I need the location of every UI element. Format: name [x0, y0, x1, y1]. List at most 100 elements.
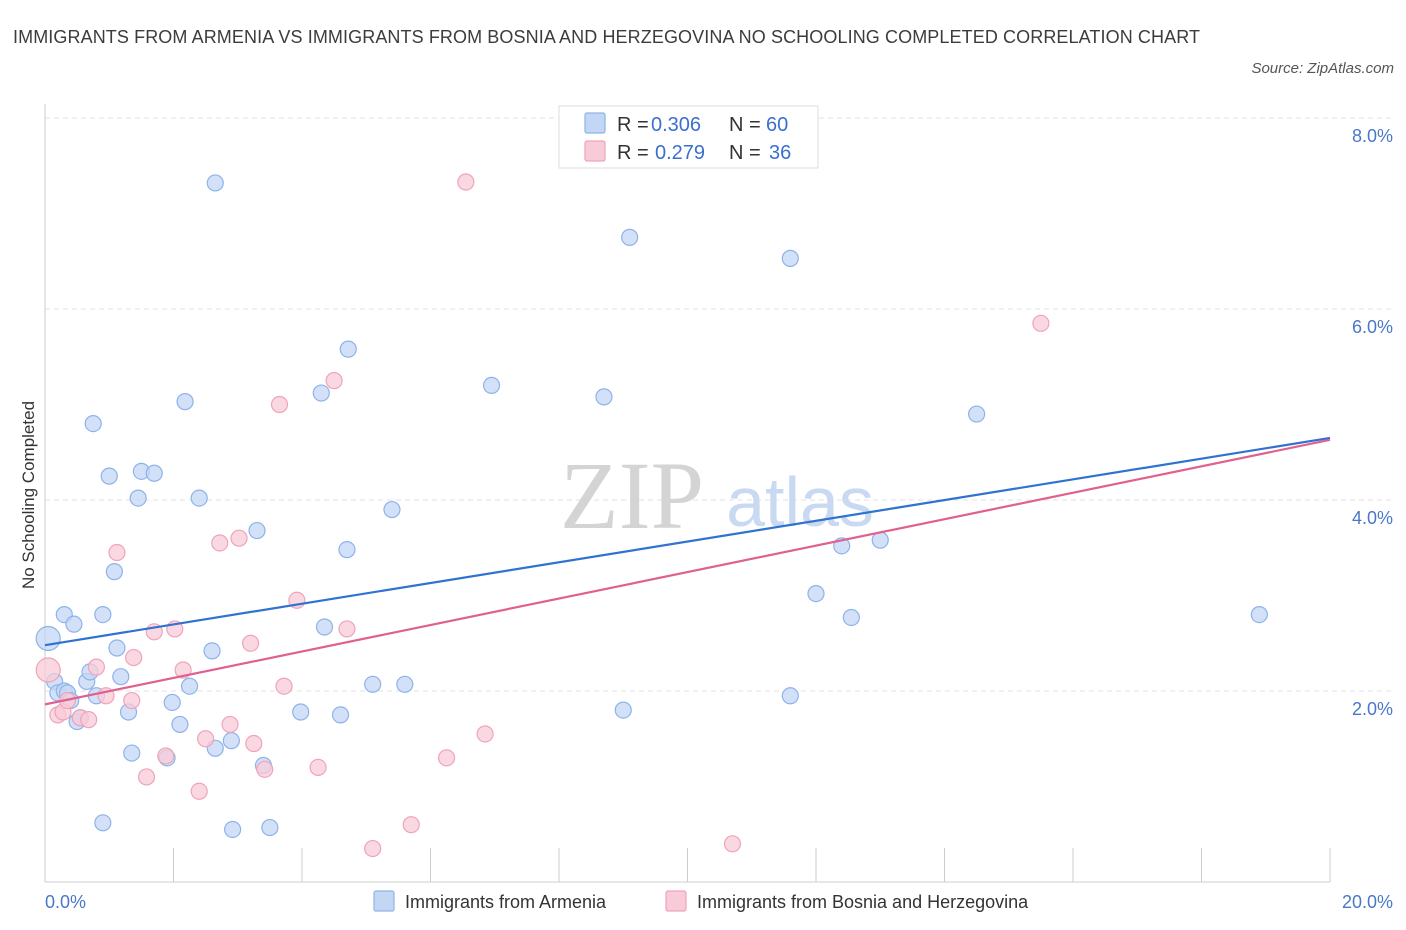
legend-n-label-bosnia: N = [729, 142, 761, 164]
y-tick-label: 6.0% [1352, 317, 1393, 337]
bosnia-point [123, 691, 141, 710]
armenia-point [338, 541, 356, 559]
legend-r-label-armenia: R = [617, 114, 649, 136]
bosnia-point [325, 372, 343, 390]
stats-legend: R = 0.306 N = 60 R = 0.279 N = 36 [558, 105, 819, 169]
legend-n-value-armenia: 60 [766, 114, 788, 136]
armenia-point [315, 618, 334, 636]
armenia-point [781, 687, 799, 705]
armenia-point [123, 744, 141, 762]
bosnia-point [245, 734, 263, 753]
bosnia-point [221, 715, 239, 734]
armenia-point [595, 388, 613, 406]
trend-lines [44, 436, 1331, 706]
armenia-point [203, 642, 221, 660]
armenia-point [292, 703, 310, 721]
bosnia-point [211, 534, 229, 552]
armenia-point [190, 489, 208, 507]
series-legend: Immigrants from Armenia Immigrants from … [373, 890, 1029, 912]
armenia-point [171, 715, 189, 734]
armenia-point [180, 677, 199, 695]
y-tick-label: 2.0% [1352, 699, 1393, 719]
armenia-point [108, 639, 126, 657]
bosnia-point [275, 677, 293, 695]
y-axis-label: No Schooling Completed [19, 401, 38, 589]
armenia-point [65, 615, 83, 633]
y-tick-label: 4.0% [1352, 508, 1393, 528]
legend-n-label-armenia: N = [729, 114, 761, 136]
armenia-point [94, 814, 112, 832]
bosnia-point [402, 816, 420, 834]
armenia-point [331, 706, 350, 724]
bosnia-point [364, 839, 382, 858]
armenia-point [312, 384, 330, 402]
series-legend-label-armenia: Immigrants from Armenia [405, 892, 607, 912]
bosnia-point [256, 760, 274, 778]
bosnia-point [476, 725, 494, 743]
watermark-zip: ZIP [560, 442, 704, 549]
armenia-point [364, 675, 382, 693]
x-tick-label-right: 20.0% [1342, 892, 1393, 912]
legend-swatch-armenia [584, 112, 606, 134]
source-label: Source: ZipAtlas.com [1251, 60, 1394, 77]
armenia-point [614, 701, 632, 719]
armenia-point [94, 605, 112, 624]
armenia-point [1250, 605, 1268, 624]
bosnia-point [723, 835, 742, 853]
armenia-point [206, 174, 224, 192]
bosnia-point [87, 658, 106, 676]
armenia-point [842, 608, 860, 627]
series-legend-swatch-bosnia [665, 890, 687, 912]
bosnia-point [197, 730, 215, 748]
armenia-point [145, 464, 163, 482]
armenia-point [84, 415, 102, 433]
series-bosnia-points [35, 173, 1050, 858]
armenia-point [35, 625, 61, 652]
armenia-point [222, 732, 240, 750]
bosnia-point [270, 395, 289, 414]
watermark-atlas: atlas [726, 463, 874, 541]
bosnia-point [309, 758, 327, 777]
armenia-point [383, 500, 401, 519]
axes [44, 104, 1331, 883]
y-tick-label: 8.0% [1352, 126, 1393, 146]
armenia-point [163, 693, 181, 712]
legend-r-value-bosnia: 0.279 [655, 142, 705, 164]
bosnia-point [242, 634, 260, 652]
y-tick-labels: 2.0% 4.0% 6.0% 8.0% [1352, 126, 1393, 719]
legend-r-label-bosnia: R = [617, 142, 649, 164]
bosnia-point [230, 529, 248, 547]
armenia-point [339, 340, 357, 358]
armenia-point [261, 818, 279, 837]
legend-r-value-armenia: 0.306 [651, 114, 701, 136]
bosnia-point [437, 749, 456, 767]
armenia-point [224, 820, 242, 839]
armenia-point [112, 668, 130, 686]
bosnia-point [338, 620, 356, 638]
x-tick-label-left: 0.0% [45, 892, 86, 912]
bosnia-trend-line [44, 438, 1331, 706]
legend-swatch-bosnia [584, 140, 606, 162]
armenia-point [176, 393, 194, 411]
bosnia-point [80, 711, 98, 729]
bosnia-point [125, 648, 143, 667]
armenia-point [129, 489, 147, 507]
armenia-point [781, 249, 799, 267]
series-legend-swatch-armenia [373, 890, 395, 912]
bosnia-point [137, 768, 156, 786]
bosnia-point [108, 543, 126, 562]
armenia-point [621, 228, 639, 246]
bosnia-point [457, 173, 475, 191]
armenia-point [100, 467, 118, 485]
chart-title: IMMIGRANTS FROM ARMENIA VS IMMIGRANTS FR… [13, 27, 1201, 47]
legend-n-value-bosnia: 36 [769, 142, 791, 164]
bosnia-point [1032, 314, 1050, 332]
series-legend-label-bosnia: Immigrants from Bosnia and Herzegovina [697, 892, 1029, 912]
armenia-point [807, 584, 825, 603]
bosnia-point [35, 657, 61, 683]
armenia-trend-line [44, 436, 1331, 647]
armenia-point [396, 675, 414, 693]
gridlines [45, 117, 1392, 692]
bosnia-point [190, 782, 208, 800]
